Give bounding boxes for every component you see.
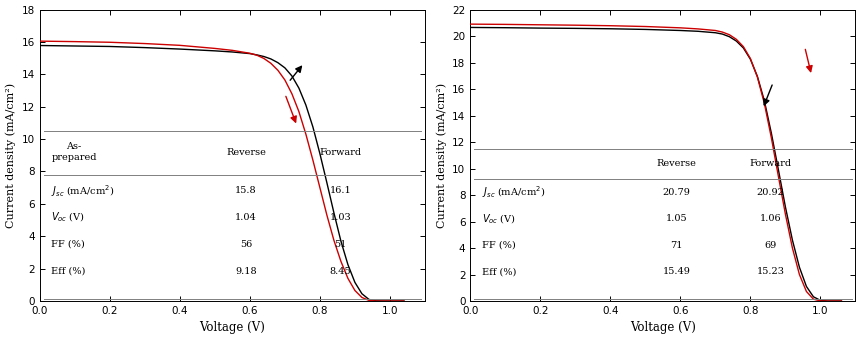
Text: 15.8: 15.8 — [235, 186, 257, 196]
Text: 8.45: 8.45 — [330, 267, 351, 276]
Text: 71: 71 — [670, 241, 683, 250]
Text: Forward: Forward — [750, 159, 792, 168]
Text: Eff (%): Eff (%) — [52, 267, 86, 276]
Text: 15.23: 15.23 — [757, 267, 784, 276]
Text: $V_{oc}$ (V): $V_{oc}$ (V) — [52, 211, 85, 224]
Text: 1.06: 1.06 — [760, 215, 782, 223]
Text: Reverse: Reverse — [226, 148, 266, 156]
Text: 56: 56 — [239, 240, 252, 249]
Y-axis label: Current density (mA/cm²): Current density (mA/cm²) — [5, 83, 16, 228]
X-axis label: Voltage (V): Voltage (V) — [630, 321, 696, 335]
Text: Reverse: Reverse — [656, 159, 697, 168]
Text: 1.03: 1.03 — [330, 213, 351, 222]
Text: FF (%): FF (%) — [482, 241, 516, 250]
Text: 9.18: 9.18 — [235, 267, 257, 276]
Text: 1.04: 1.04 — [235, 213, 257, 222]
Text: Eff (%): Eff (%) — [482, 267, 517, 276]
Text: 51: 51 — [334, 240, 346, 249]
Text: As-
prepared: As- prepared — [52, 142, 96, 162]
Text: $J_{sc}$ (mA/cm$^2$): $J_{sc}$ (mA/cm$^2$) — [482, 185, 545, 200]
Text: FF (%): FF (%) — [52, 240, 85, 249]
Text: 20.79: 20.79 — [662, 188, 691, 197]
Y-axis label: Current density (mA/cm²): Current density (mA/cm²) — [436, 83, 447, 228]
Text: 69: 69 — [765, 241, 777, 250]
Text: 15.49: 15.49 — [662, 267, 691, 276]
Text: 20.92: 20.92 — [757, 188, 784, 197]
Text: $J_{sc}$ (mA/cm$^2$): $J_{sc}$ (mA/cm$^2$) — [52, 183, 115, 199]
Text: Forward: Forward — [319, 148, 362, 156]
Text: $V_{oc}$ (V): $V_{oc}$ (V) — [482, 212, 516, 226]
X-axis label: Voltage (V): Voltage (V) — [200, 321, 265, 335]
Text: 16.1: 16.1 — [330, 186, 351, 196]
Text: 1.05: 1.05 — [666, 215, 687, 223]
